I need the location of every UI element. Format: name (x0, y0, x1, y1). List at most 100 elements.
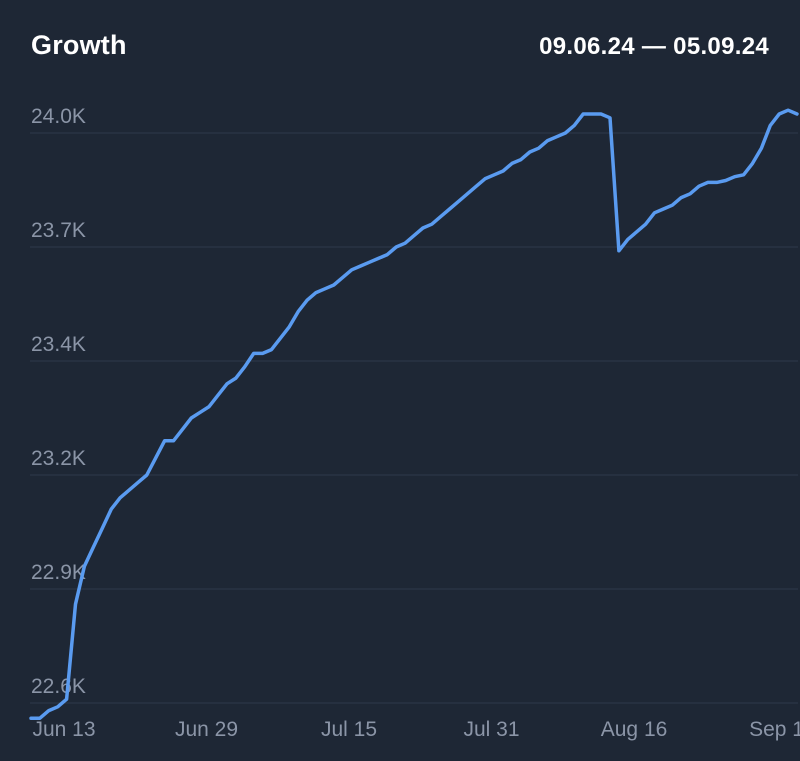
data-point[interactable] (428, 220, 436, 228)
data-point[interactable] (481, 175, 489, 183)
data-point[interactable] (178, 425, 186, 433)
data-point[interactable] (775, 110, 783, 118)
data-point[interactable] (330, 281, 338, 289)
data-point[interactable] (321, 285, 329, 293)
data-point[interactable] (357, 262, 365, 270)
x-axis-ticks: Jun 13 Jun 29 Jul 15 Jul 31 Aug 16 Sep 1 (32, 718, 800, 741)
data-point[interactable] (526, 148, 534, 156)
data-point[interactable] (54, 703, 62, 711)
chart-header: Growth 09.06.24 — 05.09.24 (0, 0, 800, 90)
data-point[interactable] (561, 129, 569, 137)
data-point[interactable] (686, 190, 694, 198)
data-point[interactable] (205, 403, 213, 411)
data-point[interactable] (348, 266, 356, 274)
data-point[interactable] (659, 205, 667, 213)
data-point[interactable] (89, 543, 97, 551)
data-point[interactable] (419, 224, 427, 232)
data-point[interactable] (749, 159, 757, 167)
data-point[interactable] (677, 194, 685, 202)
data-point[interactable] (695, 182, 703, 190)
data-point[interactable] (499, 167, 507, 175)
data-point[interactable] (490, 171, 498, 179)
series-line[interactable] (29, 108, 799, 720)
data-point[interactable] (259, 349, 267, 357)
data-point[interactable] (579, 110, 587, 118)
data-point[interactable] (784, 106, 792, 114)
data-point[interactable] (196, 408, 204, 416)
x-tick-label: Jun 13 (32, 718, 95, 741)
data-point[interactable] (740, 171, 748, 179)
data-point[interactable] (668, 201, 676, 209)
y-tick-label: 22.9K (31, 561, 86, 584)
data-point[interactable] (45, 707, 53, 715)
data-point[interactable] (268, 346, 276, 354)
data-point[interactable] (250, 349, 258, 357)
data-point[interactable] (339, 273, 347, 281)
data-point[interactable] (312, 289, 320, 297)
data-point[interactable] (276, 334, 284, 342)
data-point[interactable] (223, 380, 231, 388)
data-point[interactable] (633, 228, 641, 236)
data-point[interactable] (606, 114, 614, 122)
data-point[interactable] (713, 178, 721, 186)
data-point[interactable] (152, 454, 160, 462)
data-point[interactable] (187, 414, 195, 422)
data-point[interactable] (570, 121, 578, 129)
data-point[interactable] (437, 213, 445, 221)
data-point[interactable] (731, 173, 739, 181)
data-point[interactable] (508, 159, 516, 167)
x-tick-label: Jun 29 (175, 718, 238, 741)
data-point[interactable] (134, 479, 142, 487)
data-point[interactable] (757, 144, 765, 152)
data-point[interactable] (535, 144, 543, 152)
data-point[interactable] (72, 600, 80, 608)
data-point[interactable] (303, 296, 311, 304)
data-point[interactable] (170, 437, 178, 445)
data-point[interactable] (446, 205, 454, 213)
data-point[interactable] (624, 235, 632, 243)
data-point[interactable] (214, 391, 222, 399)
data-point[interactable] (615, 247, 623, 255)
chart-title: Growth (31, 30, 127, 60)
data-point[interactable] (125, 486, 133, 494)
data-point[interactable] (63, 695, 71, 703)
data-point[interactable] (374, 254, 382, 262)
data-point[interactable] (651, 209, 659, 217)
data-point[interactable] (544, 137, 552, 145)
data-point[interactable] (285, 323, 293, 331)
y-tick-label: 23.4K (31, 333, 86, 356)
data-point[interactable] (472, 182, 480, 190)
data-point[interactable] (722, 177, 730, 185)
data-point[interactable] (455, 197, 463, 205)
y-tick-label: 24.0K (31, 105, 86, 128)
data-point[interactable] (80, 562, 88, 570)
data-point[interactable] (463, 190, 471, 198)
data-point[interactable] (27, 714, 35, 722)
data-point[interactable] (232, 374, 240, 382)
x-tick-label: Jul 31 (464, 718, 520, 741)
data-point[interactable] (392, 243, 400, 251)
data-point[interactable] (143, 471, 151, 479)
data-point[interactable] (116, 494, 124, 502)
data-point[interactable] (401, 239, 409, 247)
x-tick-label: Aug 16 (601, 718, 668, 741)
x-tick-label: Sep 1 (749, 718, 800, 741)
data-point[interactable] (410, 232, 418, 240)
data-point[interactable] (366, 258, 374, 266)
date-range[interactable]: 09.06.24 — 05.09.24 (539, 33, 769, 60)
data-point[interactable] (98, 524, 106, 532)
data-point[interactable] (161, 437, 169, 445)
data-point[interactable] (553, 133, 561, 141)
data-point[interactable] (597, 110, 605, 118)
data-point[interactable] (383, 251, 391, 259)
data-point[interactable] (642, 220, 650, 228)
data-point[interactable] (107, 505, 115, 513)
series-layer (27, 106, 799, 722)
data-point[interactable] (704, 178, 712, 186)
data-point[interactable] (766, 121, 774, 129)
data-point[interactable] (36, 714, 44, 722)
data-point[interactable] (517, 156, 525, 164)
data-point[interactable] (294, 308, 302, 316)
data-point[interactable] (588, 110, 596, 118)
data-point[interactable] (241, 363, 249, 371)
